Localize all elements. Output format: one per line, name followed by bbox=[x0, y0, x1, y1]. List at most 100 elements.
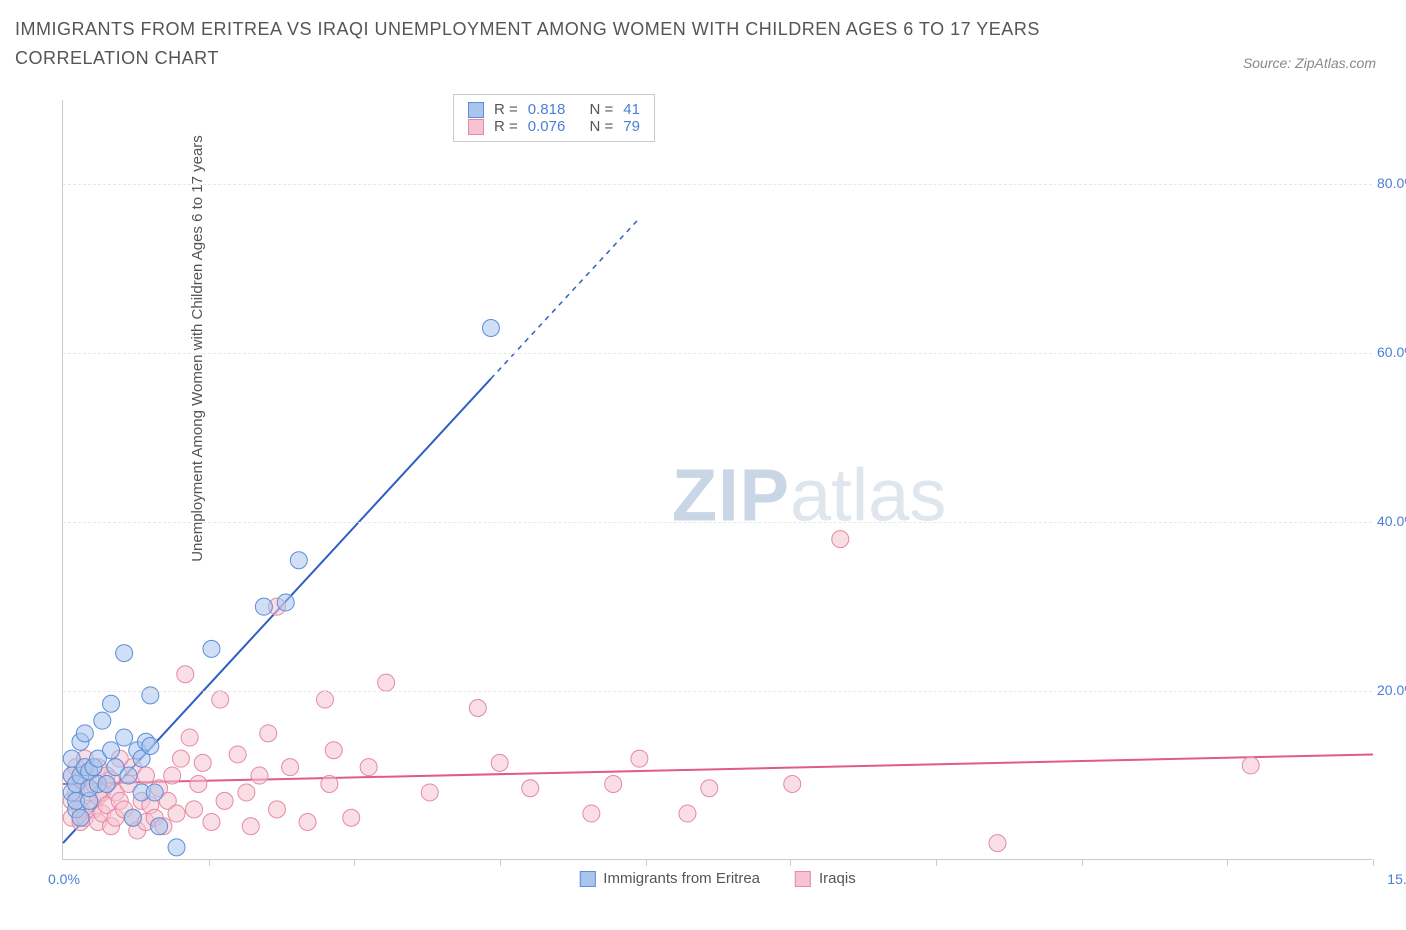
data-point bbox=[229, 746, 246, 763]
x-axis-min-label: 0.0% bbox=[48, 871, 80, 887]
scatter-svg bbox=[63, 100, 1372, 859]
data-point bbox=[784, 776, 801, 793]
stats-n-iraqis: 79 bbox=[623, 118, 640, 135]
data-point bbox=[137, 767, 154, 784]
x-tick bbox=[790, 859, 791, 866]
data-point bbox=[181, 729, 198, 746]
gridline bbox=[63, 184, 1372, 185]
data-point bbox=[325, 742, 342, 759]
data-point bbox=[343, 809, 360, 826]
stats-r-eritrea: 0.818 bbox=[528, 101, 566, 118]
data-point bbox=[1242, 757, 1259, 774]
data-point bbox=[583, 805, 600, 822]
gridline bbox=[63, 522, 1372, 523]
data-point bbox=[186, 801, 203, 818]
legend: Immigrants from Eritrea Iraqis bbox=[579, 870, 855, 887]
x-tick bbox=[209, 859, 210, 866]
y-tick-label: 20.0% bbox=[1377, 682, 1406, 698]
x-tick bbox=[500, 859, 501, 866]
data-point bbox=[120, 767, 137, 784]
correlation-stats-box: R = 0.818 N = 41 R = 0.076 N = 79 bbox=[453, 94, 655, 142]
stats-n-label: N = bbox=[589, 101, 613, 118]
data-point bbox=[194, 754, 211, 771]
data-point bbox=[168, 805, 185, 822]
data-point bbox=[142, 738, 159, 755]
stats-n-label: N = bbox=[589, 118, 613, 135]
chart-title: IMMIGRANTS FROM ERITREA VS IRAQI UNEMPLO… bbox=[15, 15, 1126, 73]
data-point bbox=[491, 754, 508, 771]
data-point bbox=[124, 809, 141, 826]
stats-r-iraqis: 0.076 bbox=[528, 118, 566, 135]
data-point bbox=[151, 818, 168, 835]
swatch-iraqis bbox=[468, 119, 484, 135]
data-point bbox=[116, 729, 133, 746]
y-tick-label: 40.0% bbox=[1377, 513, 1406, 529]
x-axis-max-label: 15.0% bbox=[1387, 871, 1406, 887]
gridline bbox=[63, 353, 1372, 354]
data-point bbox=[522, 780, 539, 797]
data-point bbox=[317, 691, 334, 708]
y-tick-label: 60.0% bbox=[1377, 344, 1406, 360]
data-point bbox=[142, 687, 159, 704]
stats-r-label: R = bbox=[494, 118, 518, 135]
x-tick bbox=[354, 859, 355, 866]
legend-swatch-eritrea bbox=[579, 871, 595, 887]
data-point bbox=[238, 784, 255, 801]
data-point bbox=[164, 767, 181, 784]
legend-label-eritrea: Immigrants from Eritrea bbox=[603, 870, 760, 887]
data-point bbox=[216, 792, 233, 809]
data-point bbox=[94, 712, 111, 729]
data-point bbox=[282, 759, 299, 776]
data-point bbox=[679, 805, 696, 822]
x-tick bbox=[1227, 859, 1228, 866]
x-tick bbox=[1082, 859, 1083, 866]
data-point bbox=[260, 725, 277, 742]
data-point bbox=[469, 700, 486, 717]
legend-item-iraqis: Iraqis bbox=[795, 870, 856, 887]
data-point bbox=[701, 780, 718, 797]
legend-swatch-iraqis bbox=[795, 871, 811, 887]
data-point bbox=[631, 750, 648, 767]
stats-n-eritrea: 41 bbox=[623, 101, 640, 118]
data-point bbox=[321, 776, 338, 793]
x-tick bbox=[646, 859, 647, 866]
data-point bbox=[989, 835, 1006, 852]
chart-plot-area: ZIPatlas R = 0.818 N = 41 R = 0.076 N = … bbox=[62, 100, 1372, 860]
data-point bbox=[832, 531, 849, 548]
data-point bbox=[116, 645, 133, 662]
data-point bbox=[177, 666, 194, 683]
stats-row-eritrea: R = 0.818 N = 41 bbox=[468, 101, 640, 118]
data-point bbox=[251, 767, 268, 784]
data-point bbox=[421, 784, 438, 801]
data-point bbox=[242, 818, 259, 835]
data-point bbox=[172, 750, 189, 767]
data-point bbox=[212, 691, 229, 708]
data-point bbox=[482, 320, 499, 337]
legend-item-eritrea: Immigrants from Eritrea bbox=[579, 870, 760, 887]
data-point bbox=[360, 759, 377, 776]
gridline bbox=[63, 691, 1372, 692]
data-point bbox=[72, 809, 89, 826]
data-point bbox=[76, 725, 93, 742]
data-point bbox=[203, 814, 220, 831]
data-point bbox=[168, 839, 185, 856]
data-point bbox=[378, 674, 395, 691]
y-tick-label: 80.0% bbox=[1377, 175, 1406, 191]
data-point bbox=[605, 776, 622, 793]
data-point bbox=[277, 594, 294, 611]
x-tick bbox=[1373, 859, 1374, 866]
data-point bbox=[98, 776, 115, 793]
stats-r-label: R = bbox=[494, 101, 518, 118]
data-point bbox=[290, 552, 307, 569]
source-attribution: Source: ZipAtlas.com bbox=[1243, 55, 1376, 71]
data-point bbox=[103, 742, 120, 759]
legend-label-iraqis: Iraqis bbox=[819, 870, 856, 887]
x-tick bbox=[936, 859, 937, 866]
data-point bbox=[203, 640, 220, 657]
data-point bbox=[146, 784, 163, 801]
data-point bbox=[268, 801, 285, 818]
stats-row-iraqis: R = 0.076 N = 79 bbox=[468, 118, 640, 135]
data-point bbox=[299, 814, 316, 831]
data-point bbox=[190, 776, 207, 793]
swatch-eritrea bbox=[468, 102, 484, 118]
